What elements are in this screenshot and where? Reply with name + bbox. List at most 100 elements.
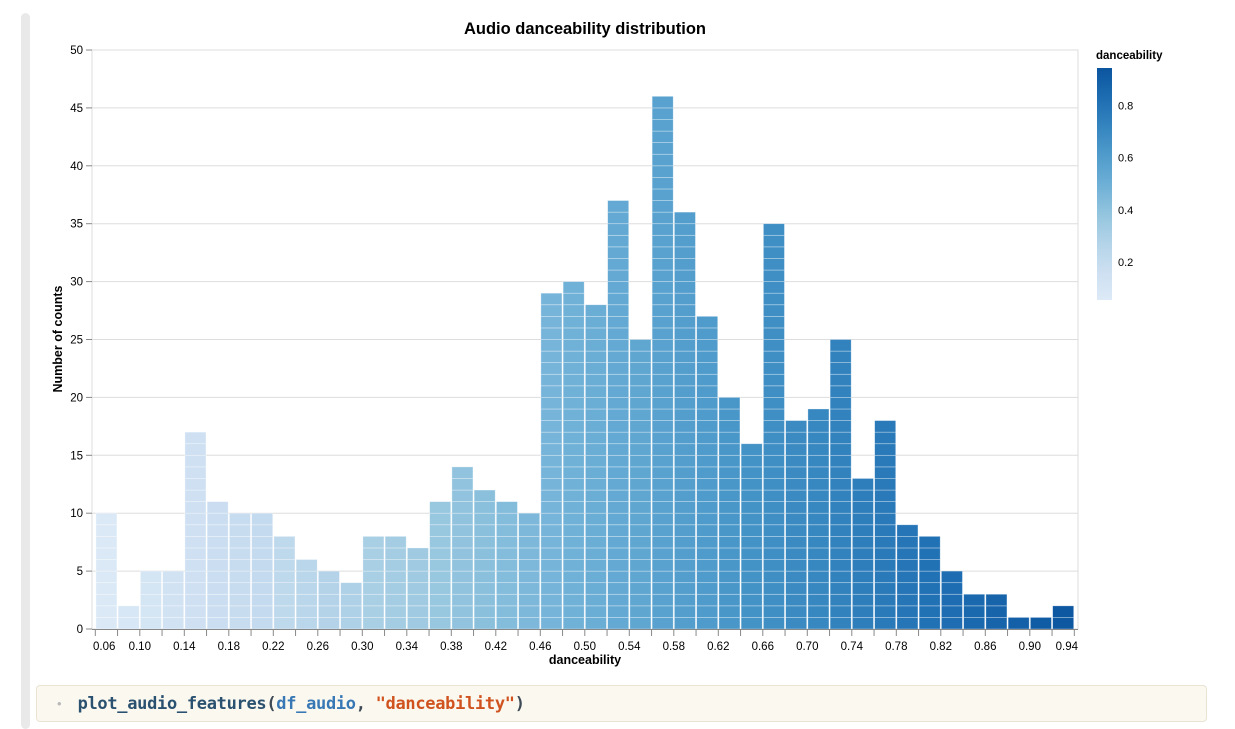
svg-text:0.70: 0.70	[796, 641, 818, 653]
chart-title: Audio danceability distribution	[463, 20, 706, 38]
histogram-bar	[206, 501, 229, 630]
histogram-bar	[162, 570, 185, 630]
code-token-p: (	[266, 693, 277, 714]
histogram-bar	[585, 304, 607, 630]
svg-text:0.94: 0.94	[1056, 641, 1079, 653]
histogram-bar	[140, 570, 162, 630]
svg-text:50: 50	[70, 45, 83, 57]
histogram-bar	[496, 501, 518, 630]
x-axis-title: danceability	[548, 653, 622, 667]
histogram-bar	[540, 292, 563, 630]
histogram-bar	[1030, 617, 1052, 630]
svg-text:0: 0	[77, 624, 83, 636]
svg-text:0.34: 0.34	[396, 641, 419, 653]
svg-text:0.6: 0.6	[1118, 153, 1133, 165]
svg-text:0.10: 0.10	[129, 641, 151, 653]
svg-text:0.66: 0.66	[752, 641, 774, 653]
histogram-bar	[273, 536, 296, 630]
svg-text:10: 10	[70, 508, 83, 520]
svg-text:0.74: 0.74	[841, 641, 864, 653]
bullet-icon: •	[57, 696, 62, 711]
histogram-bar	[607, 200, 630, 630]
histogram-bars	[95, 95, 1075, 630]
chart-container: 0 5 10 15 20 25 30 35 40 45 50 0.06 0.10 0.14 0.18 0.22…	[51, 20, 1163, 667]
histogram-bar	[117, 605, 140, 630]
histogram-bar	[985, 593, 1008, 630]
histogram-bar	[785, 420, 808, 630]
histogram-bar	[318, 570, 340, 630]
histogram-bar	[384, 536, 407, 630]
svg-text:0.06: 0.06	[93, 641, 115, 653]
y-axis: 0 5 10 15 20 25 30 35 40 45 50	[70, 45, 92, 636]
histogram-bar	[963, 593, 986, 630]
svg-text:0.14: 0.14	[173, 641, 196, 653]
svg-text:0.4: 0.4	[1118, 205, 1133, 217]
legend-title: danceability	[1096, 50, 1163, 62]
svg-text:0.8: 0.8	[1118, 100, 1133, 112]
histogram-bar	[251, 512, 274, 630]
svg-text:0.62: 0.62	[707, 641, 729, 653]
svg-text:30: 30	[70, 277, 83, 289]
svg-text:0.42: 0.42	[485, 641, 507, 653]
histogram-bar	[407, 547, 429, 630]
histogram-bar	[852, 478, 874, 630]
code-token-fn: plot_audio_features	[77, 693, 267, 714]
code-line: plot_audio_features(df_audio, "danceabil…	[78, 694, 525, 714]
histogram-bar	[896, 524, 919, 630]
svg-text:45: 45	[70, 103, 83, 115]
svg-text:0.26: 0.26	[307, 641, 329, 653]
svg-text:20: 20	[70, 392, 83, 404]
svg-text:0.18: 0.18	[218, 641, 240, 653]
legend-gradient: 0.8 0.6 0.4 0.2	[1097, 68, 1133, 300]
svg-text:5: 5	[77, 566, 83, 578]
histogram-bar	[518, 512, 541, 630]
svg-text:35: 35	[70, 219, 83, 231]
code-cell: • plot_audio_features(df_audio, "danceab…	[36, 685, 1207, 722]
x-axis: 0.06 0.10 0.14 0.18 0.22 0.26 0.30 0.34 0.38 0.42…	[92, 629, 1079, 653]
svg-text:0.90: 0.90	[1019, 641, 1041, 653]
svg-text:0.22: 0.22	[262, 641, 284, 653]
histogram-bar	[562, 281, 585, 630]
code-token-str2: "danceability"	[365, 693, 515, 714]
histogram-bar	[95, 512, 118, 630]
svg-text:15: 15	[70, 450, 83, 462]
histogram-bar	[829, 339, 852, 630]
svg-text:0.38: 0.38	[440, 641, 462, 653]
histogram-bar	[184, 431, 207, 630]
svg-text:0.58: 0.58	[663, 641, 685, 653]
histogram-bar	[696, 315, 719, 630]
svg-text:0.54: 0.54	[618, 641, 641, 653]
code-token-var: df_audio	[276, 693, 356, 714]
histogram-bar	[763, 223, 785, 630]
histogram-bar	[874, 420, 897, 630]
histogram-bar	[718, 397, 741, 630]
scrollbar-thumb[interactable]	[21, 13, 30, 729]
histogram-bar	[429, 501, 452, 630]
histogram-bar	[651, 95, 674, 630]
code-token-p: )	[514, 693, 525, 714]
histogram-bar	[1052, 605, 1075, 630]
svg-text:0.2: 0.2	[1118, 257, 1133, 269]
grid-lines	[92, 49, 1078, 572]
histogram-bar	[229, 512, 251, 630]
histogram-bar	[1007, 617, 1030, 630]
svg-text:0.82: 0.82	[930, 641, 952, 653]
svg-text:0.78: 0.78	[885, 641, 907, 653]
histogram-bar	[473, 489, 496, 630]
histogram-bar	[918, 536, 941, 630]
code-token-p: ,	[355, 693, 366, 714]
y-axis-title: Number of counts	[51, 285, 65, 393]
svg-text:25: 25	[70, 335, 83, 347]
histogram-svg: 0 5 10 15 20 25 30 35 40 45 50 0.06 0.10 0.14 0.18 0.22…	[70, 45, 1133, 653]
svg-text:0.86: 0.86	[974, 641, 996, 653]
histogram-bar	[941, 570, 963, 630]
histogram-bar	[740, 443, 763, 630]
histogram-bar	[629, 339, 652, 630]
histogram-bar	[807, 408, 830, 630]
svg-text:0.30: 0.30	[351, 641, 373, 653]
histogram-bar	[362, 536, 385, 630]
histogram-bar	[295, 559, 318, 630]
svg-text:0.46: 0.46	[529, 641, 551, 653]
histogram-bar	[340, 582, 363, 630]
svg-text:0.50: 0.50	[574, 641, 596, 653]
